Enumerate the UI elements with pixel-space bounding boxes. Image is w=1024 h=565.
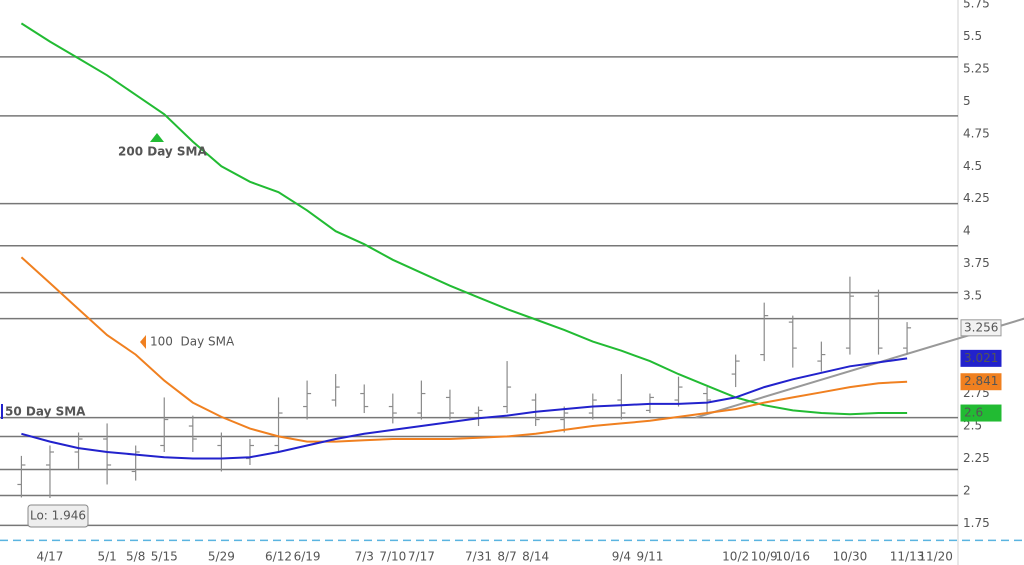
x-tick-label: 10/9 <box>751 550 778 564</box>
x-tick-label: 11/13 <box>890 550 925 564</box>
y-tick-label: 3.75 <box>963 256 990 270</box>
series-label: 50 Day SMA <box>5 405 86 419</box>
last-value-box <box>960 404 1002 422</box>
last-value-box <box>960 319 1002 337</box>
last-value-label: 2.6 <box>964 406 983 420</box>
y-tick-label: 4.25 <box>963 191 990 205</box>
y-tick-label: 5.5 <box>963 29 982 43</box>
x-tick-label: 6/19 <box>294 550 321 564</box>
x-tick-label: 4/17 <box>36 550 63 564</box>
moving-average-line <box>21 357 908 460</box>
y-tick-label: 2 <box>963 483 971 497</box>
x-tick-label: 10/2 <box>722 550 749 564</box>
x-tick-label: 8/14 <box>522 550 549 564</box>
y-tick-label: 5.25 <box>963 61 990 75</box>
x-tick-label: 5/15 <box>151 550 178 564</box>
x-tick-label: 9/11 <box>636 550 663 564</box>
annotation-marker <box>150 133 164 142</box>
y-tick-label: 4 <box>963 224 971 238</box>
y-tick-label: 2.5 <box>963 419 982 433</box>
x-tick-label: 7/3 <box>355 550 374 564</box>
y-tick-label: 2.25 <box>963 451 990 465</box>
y-tick-label: 1.75 <box>963 516 990 530</box>
y-tick-label: 5.75 <box>963 0 990 10</box>
annotation-text: Lo: 1.946 <box>30 509 86 523</box>
y-tick-label: 4.5 <box>963 159 982 173</box>
series-label: 200 Day SMA <box>118 145 208 159</box>
annotation-marker <box>1 404 3 419</box>
last-value-label: 2.841 <box>964 374 998 388</box>
y-tick-label: 4.75 <box>963 126 990 140</box>
x-tick-label: 7/10 <box>379 550 406 564</box>
x-tick-label: 6/12 <box>265 550 292 564</box>
x-tick-label: 8/7 <box>497 550 516 564</box>
last-value-label: 3.256 <box>964 320 998 334</box>
last-value-box <box>960 373 1002 391</box>
moving-average-line <box>20 256 908 443</box>
x-tick-label: 5/29 <box>208 550 235 564</box>
x-tick-label: 11/20 <box>918 550 953 564</box>
x-tick-label: 10/30 <box>833 550 868 564</box>
x-tick-label: 10/16 <box>775 550 810 564</box>
annotation-marker <box>140 335 146 349</box>
annotation-box <box>27 504 89 528</box>
x-tick-label: 9/4 <box>612 550 631 564</box>
x-tick-label: 7/17 <box>408 550 435 564</box>
last-value-label: 3.021 <box>964 351 998 365</box>
x-tick-label: 5/1 <box>97 550 116 564</box>
x-tick-label: 7/31 <box>465 550 492 564</box>
x-tick-label: 5/8 <box>126 550 145 564</box>
last-value-box <box>960 349 1002 367</box>
y-tick-label: 3.5 <box>963 289 982 303</box>
series-label: 100 Day SMA <box>150 335 235 349</box>
y-tick-label: 5 <box>963 94 971 108</box>
